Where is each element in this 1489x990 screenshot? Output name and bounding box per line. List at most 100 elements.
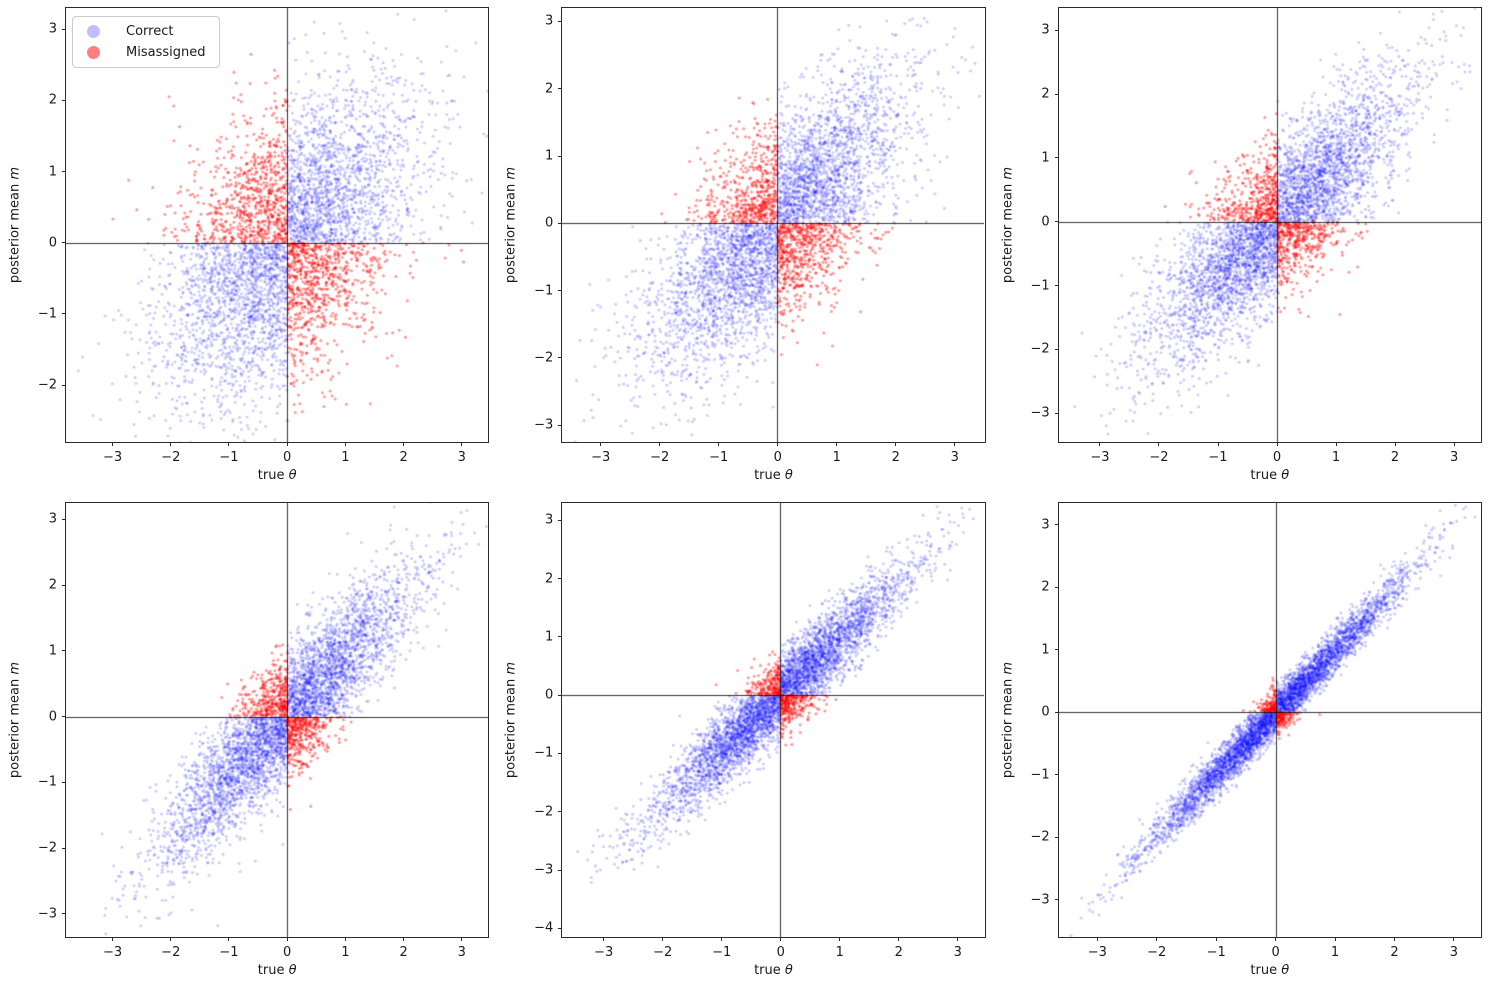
y-axis-label-variable: m: [7, 661, 23, 675]
legend-entry-correct: Correct: [81, 24, 205, 39]
x-tick-label: 1: [1330, 945, 1340, 960]
x-axis-label: true θ: [754, 963, 793, 978]
y-tick-mark: [558, 222, 563, 224]
x-axis-label: true θ: [1250, 963, 1289, 978]
x-axis-label-text: true: [754, 963, 781, 978]
y-tick-mark: [1054, 774, 1059, 776]
x-tick-label: −3: [594, 945, 614, 960]
y-axis-label-variable: m: [1000, 166, 1016, 180]
y-axis-label: posterior mean m: [1000, 662, 1015, 778]
x-tick-label: −2: [653, 945, 673, 960]
x-tick-label: −2: [1147, 945, 1167, 960]
x-tick-mark: [1276, 442, 1278, 446]
y-tick-mark: [62, 28, 66, 30]
x-tick-mark: [603, 937, 605, 941]
y-tick-label: −2: [534, 350, 554, 366]
x-tick-mark: [898, 937, 900, 941]
x-tick-label: 2: [399, 450, 408, 465]
legend: Correct Misassigned: [72, 16, 221, 68]
y-tick-mark: [558, 636, 563, 638]
x-tick-mark: [1099, 442, 1101, 446]
x-tick-label: 3: [1449, 450, 1459, 465]
y-tick-mark: [1054, 157, 1059, 159]
x-tick-label: −3: [102, 945, 123, 960]
y-tick-mark: [1054, 711, 1059, 713]
x-tick-mark: [1158, 442, 1160, 446]
plot-area: true θ posterior mean m −3 −2 −1 0 1 2 3 −3 −2 −1…: [8, 502, 490, 978]
y-tick-mark: [1054, 649, 1059, 651]
y-tick-label: 1: [545, 629, 554, 645]
y-tick-label: −3: [1030, 892, 1050, 908]
y-tick-label: 0: [1041, 704, 1050, 720]
y-tick-label: −2: [37, 840, 57, 856]
scatter-canvas: [66, 8, 488, 442]
y-axis-label: posterior mean m: [504, 167, 519, 283]
y-axis-label-variable: m: [503, 661, 519, 675]
y-tick-mark: [1054, 348, 1059, 350]
x-axis-label-variable: θ: [288, 963, 297, 978]
x-tick-label: 1: [1331, 450, 1341, 465]
y-tick-mark: [1054, 836, 1059, 838]
x-tick-mark: [1156, 937, 1158, 941]
x-axis-label-variable: θ: [784, 468, 793, 483]
misassigned-marker-icon: [87, 46, 100, 59]
x-tick-label: 1: [835, 945, 844, 960]
y-tick-mark: [558, 811, 563, 813]
x-tick-label: 2: [399, 945, 408, 960]
scatter-panel-r1c0: true θ posterior mean m −3 −2 −1 0 1 2 3 −3 −2 −1…: [0, 495, 496, 990]
x-tick-label: 0: [776, 945, 785, 960]
y-tick-mark: [62, 650, 66, 652]
x-tick-label: −1: [709, 450, 729, 465]
x-tick-mark: [1217, 442, 1219, 446]
y-axis-label: posterior mean m: [504, 662, 519, 778]
y-tick-mark: [62, 384, 66, 386]
x-tick-label: 2: [891, 450, 900, 465]
x-tick-mark: [659, 442, 661, 446]
x-tick-label: −3: [1087, 945, 1107, 960]
x-tick-mark: [403, 937, 405, 941]
x-tick-mark: [1453, 442, 1455, 446]
y-tick-label: 2: [545, 81, 554, 97]
x-axis-label-text: true: [754, 468, 781, 483]
plot-area: Correct Misassigned true θ posterior mea…: [8, 7, 490, 483]
y-tick-mark: [62, 313, 66, 315]
y-tick-mark: [558, 424, 563, 426]
y-tick-mark: [62, 913, 66, 915]
y-tick-label: 3: [1041, 22, 1050, 38]
legend-entry-misassigned: Misassigned: [81, 45, 205, 60]
y-tick-mark: [1054, 29, 1059, 31]
scatter-canvas: [562, 8, 985, 442]
x-tick-mark: [721, 937, 723, 941]
scatter-canvas: [66, 503, 488, 937]
y-tick-mark: [1054, 524, 1059, 526]
x-tick-mark: [1453, 937, 1455, 941]
scatter-canvas: [1058, 503, 1481, 937]
x-tick-label: 2: [1390, 450, 1400, 465]
legend-label-misassigned: Misassigned: [126, 45, 206, 60]
y-axis-label-text: posterior mean: [503, 678, 519, 779]
y-tick-mark: [558, 694, 563, 696]
x-tick-mark: [286, 442, 288, 446]
y-tick-label: 0: [545, 687, 554, 703]
x-tick-mark: [461, 442, 463, 446]
scatter-canvas: [1058, 8, 1481, 442]
x-tick-label: −2: [161, 450, 181, 465]
y-tick-mark: [558, 290, 563, 292]
y-tick-label: 1: [48, 164, 57, 180]
x-tick-mark: [836, 442, 838, 446]
scatter-panel-r0c0: Correct Misassigned true θ posterior mea…: [0, 0, 496, 495]
y-tick-mark: [558, 155, 563, 157]
x-axis-label: true θ: [754, 468, 793, 483]
x-tick-label: −1: [1206, 945, 1226, 960]
y-tick-label: −3: [534, 417, 554, 433]
y-tick-label: 1: [48, 643, 57, 659]
x-tick-mark: [777, 442, 779, 446]
x-tick-mark: [228, 937, 230, 941]
y-tick-label: −2: [534, 804, 554, 820]
scatter-canvas: [562, 503, 985, 937]
x-tick-mark: [403, 442, 405, 446]
x-axis-label-variable: θ: [288, 468, 297, 483]
y-axis-label-text: posterior mean: [1000, 183, 1016, 284]
x-tick-mark: [957, 937, 959, 941]
x-tick-label: 0: [773, 450, 782, 465]
